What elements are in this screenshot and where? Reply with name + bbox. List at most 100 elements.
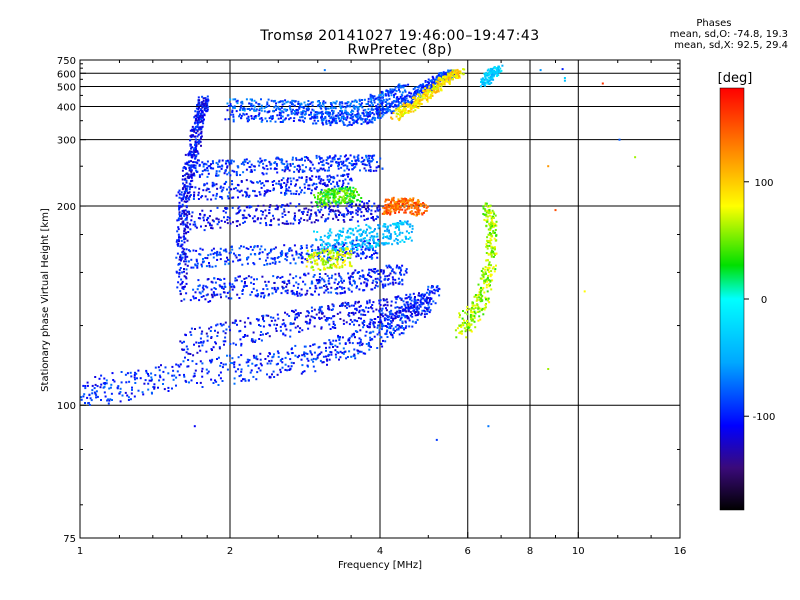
data-point [178,193,181,196]
data-point [354,307,357,310]
data-point [252,375,255,378]
data-point [219,293,222,296]
data-point [370,319,373,321]
data-point [218,170,221,173]
data-point [339,211,342,214]
data-point [234,279,237,282]
data-point [243,158,246,161]
data-point [206,293,209,296]
data-point [399,317,402,320]
data-point [371,281,374,284]
data-point [369,93,372,96]
data-point [158,374,161,377]
data-point [194,369,197,372]
data-point [328,267,331,270]
data-point [430,286,433,289]
data-point [375,308,378,311]
data-point [196,162,199,165]
data-point [220,219,223,222]
data-point [332,247,335,250]
data-point [336,287,339,289]
data-point [368,232,371,235]
data-point [382,339,384,342]
data-point [317,194,319,197]
data-point [332,262,335,265]
data-point [205,189,208,192]
data-point [213,251,216,254]
data-point [301,329,304,332]
data-point [273,286,276,289]
data-point [355,255,358,258]
data-point [346,356,349,358]
data-point [299,253,302,256]
data-point [322,183,325,186]
data-point [251,170,253,173]
data-point [356,244,359,247]
data-point [432,78,435,81]
data-point [316,262,319,265]
data-point [185,334,187,337]
data-point [250,163,253,166]
data-point [304,293,307,296]
data-point [377,240,380,243]
data-point [313,119,316,122]
data-point [339,201,342,204]
data-point [238,297,241,299]
data-point [319,200,322,203]
data-point [334,245,337,248]
data-point [267,98,270,101]
data-point [329,343,332,346]
data-point [265,172,268,175]
data-point [364,352,367,355]
data-point [310,358,313,361]
data-point [246,334,249,337]
data-point [246,262,249,265]
data-point [232,115,235,118]
data-point [389,213,392,216]
data-point [204,257,207,259]
data-point [198,141,201,144]
data-point [331,176,334,179]
data-point [377,227,380,230]
data-point [217,356,220,359]
data-point [358,102,361,105]
data-point [372,301,375,304]
data-point [254,116,257,119]
data-point [276,208,279,211]
data-point [273,323,276,326]
data-point [183,253,186,255]
data-point [302,107,305,110]
data-point [260,292,263,295]
data-point [412,93,415,96]
data-point [410,99,413,102]
data-point [221,366,224,369]
data-point [374,252,377,254]
data-point [202,341,205,344]
data-point [226,291,229,294]
data-point [410,101,413,104]
data-point [325,159,328,162]
data-point [213,287,216,289]
data-point [366,300,369,303]
data-point [216,335,219,337]
data-point [365,202,368,205]
data-point [370,346,372,348]
data-point [194,114,197,117]
data-point [385,314,388,317]
data-point [338,199,341,202]
data-point [357,193,360,196]
data-point [197,133,200,136]
data-point [323,246,326,249]
data-point [388,90,391,93]
data-point [416,310,419,313]
data-point [255,364,258,366]
data-point [237,368,240,371]
data-point [376,106,379,109]
data-point [367,225,370,228]
data-point [192,354,195,357]
data-point [336,183,339,186]
data-point [231,180,233,183]
data-point [254,220,257,223]
data-point [153,387,156,390]
data-point [328,179,331,181]
